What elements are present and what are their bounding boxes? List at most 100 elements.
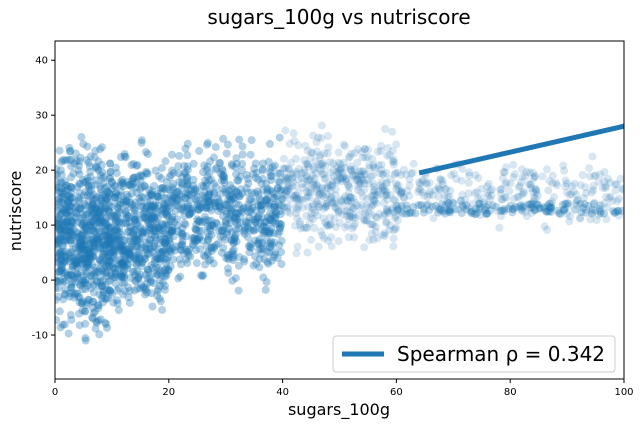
scatter-point [216,169,225,178]
scatter-point [89,196,98,205]
scatter-point [86,222,95,230]
scatter-point [218,170,227,179]
scatter-point [55,171,61,180]
scatter-point [315,189,324,198]
scatter-point [125,246,134,254]
scatter-point [604,174,612,183]
scatter-point [168,150,176,159]
scatter-point [496,185,505,194]
scatter-point [109,240,118,248]
scatter-point [206,226,215,235]
scatter-point [356,172,365,181]
scatter-point [302,172,311,181]
scatter-point [102,195,111,204]
scatter-point [104,188,112,196]
scatter-point [60,225,69,234]
scatter-point [96,215,105,224]
scatter-point [509,160,518,169]
scatter-point [264,202,273,211]
scatter-point [165,185,174,194]
scatter-point [158,247,167,256]
scatter-point [226,219,235,227]
scatter-point [106,159,115,168]
scatter-point [90,241,99,250]
scatter-point [183,151,192,160]
scatter-point [333,170,342,179]
scatter-point [72,274,81,283]
scatter-point [259,273,268,282]
scatter-point [306,213,315,222]
scatter-point [228,161,237,170]
scatter-point [183,181,191,190]
scatter-point [119,195,128,204]
scatter-point [101,218,110,227]
scatter-point [529,197,538,206]
scatter-point [605,193,614,202]
scatter-point [116,198,125,207]
scatter-point [101,193,110,202]
scatter-point [339,194,348,203]
scatter-point [232,154,241,163]
scatter-point [117,230,126,239]
scatter-point [55,219,63,228]
scatter-point [94,304,103,313]
scatter-point [69,254,78,262]
scatter-point [180,203,189,212]
scatter-point [328,199,337,208]
scatter-point [153,192,162,201]
scatter-point [157,188,166,197]
scatter-point [200,198,209,207]
scatter-point [121,252,130,261]
scatter-point [61,268,70,277]
scatter-point [142,203,151,212]
scatter-point [276,219,285,228]
scatter-point [314,133,323,142]
scatter-point [209,259,218,268]
scatter-point [126,198,135,207]
scatter-point [339,158,348,167]
scatter-point [113,299,122,308]
scatter-point [347,166,356,174]
scatter-point [223,140,232,149]
scatter-point [94,316,103,325]
scatter-point [391,169,400,177]
scatter-point [140,255,149,263]
scatter-point [57,261,66,270]
scatter-point [109,298,118,307]
scatter-point [190,233,199,242]
scatter-point [101,225,110,234]
scatter-point [61,202,70,211]
scatter-point [94,209,103,218]
scatter-point [107,223,115,232]
scatter-point [280,164,289,173]
scatter-point [313,196,322,205]
scatter-point [220,173,229,182]
scatter-point [96,256,105,265]
scatter-point [353,158,362,167]
scatter-point [283,180,292,189]
scatter-point [382,205,391,214]
scatter-point [277,248,286,257]
scatter-point [595,204,604,213]
scatter-point [200,161,209,170]
scatter-point [173,188,182,196]
scatter-point [183,139,192,148]
scatter-point [101,222,109,231]
scatter-point [66,271,75,280]
scatter-point [365,203,374,212]
scatter-point [327,194,336,203]
scatter-point [143,150,152,159]
scatter-point [134,274,143,283]
scatter-point [462,205,471,214]
scatter-point [336,165,345,174]
scatter-point [328,180,337,189]
x-tick-label: 60 [390,387,403,398]
scatter-point [87,211,96,220]
scatter-point [143,288,152,297]
scatter-point [601,182,610,191]
scatter-point [114,243,123,251]
scatter-point [97,216,106,225]
scatter-point [600,199,609,208]
scatter-point [152,210,161,219]
scatter-point [188,240,197,249]
